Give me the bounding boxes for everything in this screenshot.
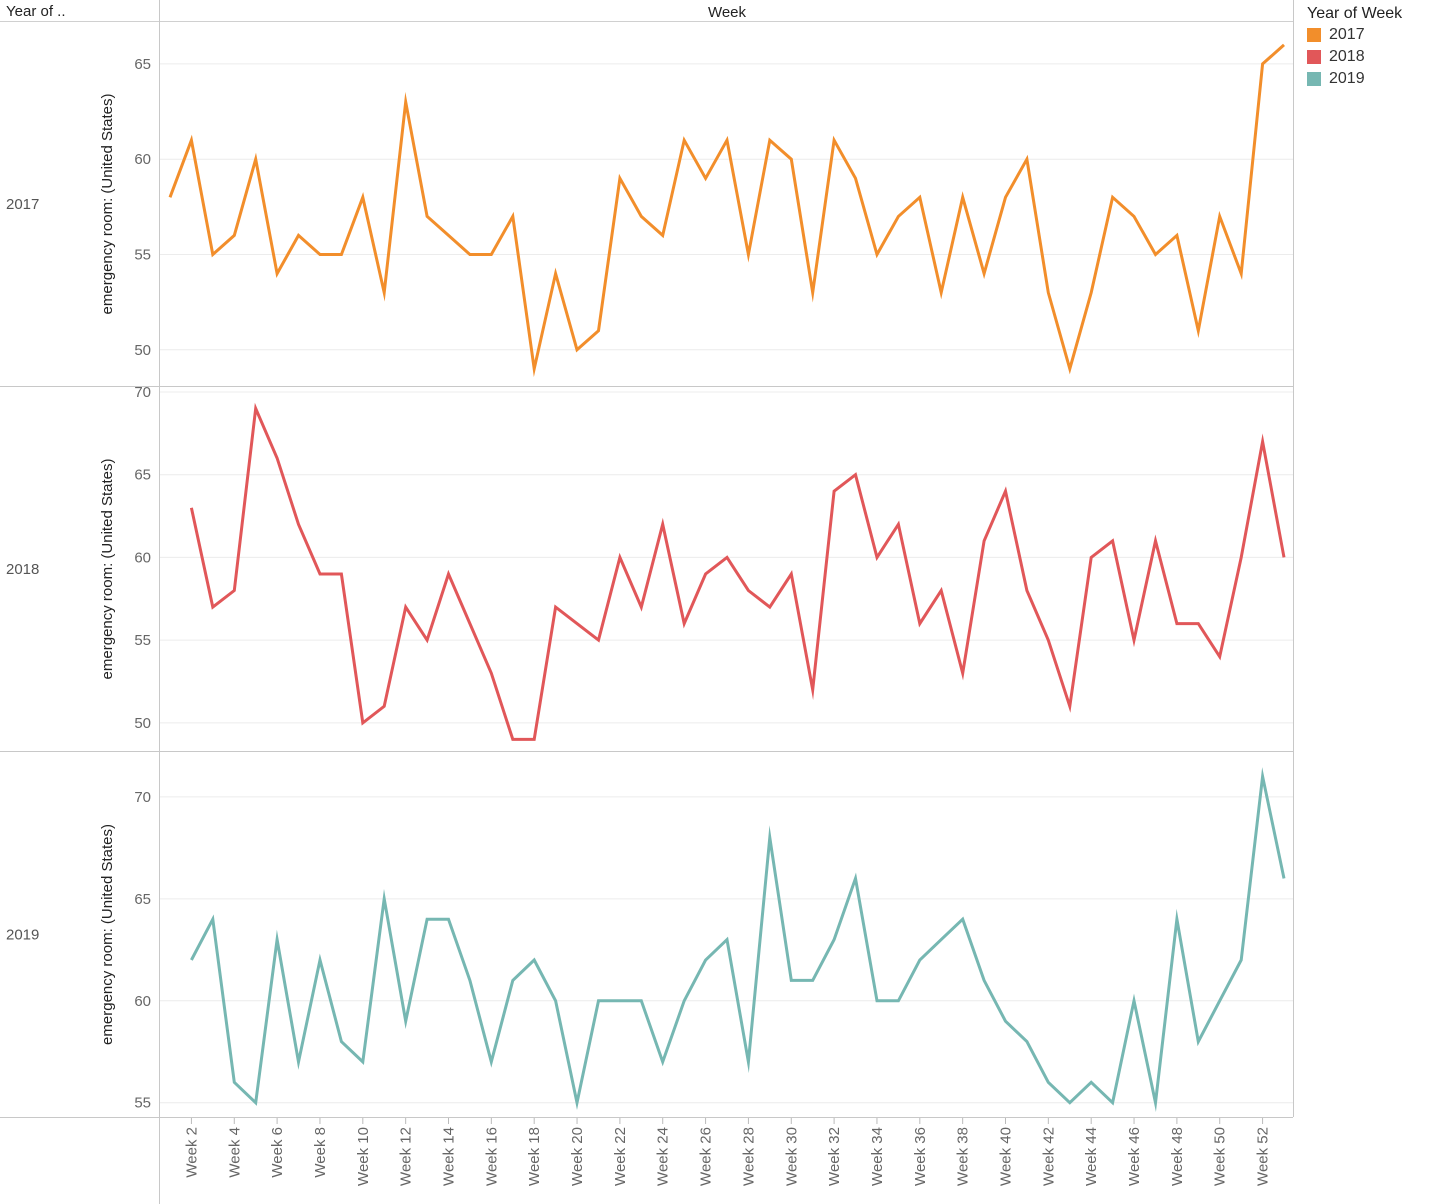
x-tick-label: Week 50 bbox=[1212, 1127, 1229, 1186]
y-tick-label: 50 bbox=[134, 715, 151, 732]
y-tick-label: 70 bbox=[134, 789, 151, 806]
legend-item-2018[interactable]: 2018 bbox=[1307, 46, 1452, 68]
x-tick-label: Week 4 bbox=[226, 1127, 243, 1178]
y-tick-label: 65 bbox=[134, 891, 151, 908]
legend-title: Year of Week bbox=[1307, 5, 1403, 22]
x-tick-label: Week 44 bbox=[1083, 1127, 1100, 1186]
x-tick-label: Week 24 bbox=[655, 1127, 672, 1186]
legend-item-2019[interactable]: 2019 bbox=[1307, 68, 1452, 90]
x-tick-label: Week 10 bbox=[355, 1127, 372, 1186]
row-header: Year of .. bbox=[6, 3, 66, 20]
x-tick-label: Week 28 bbox=[740, 1127, 757, 1186]
series-line-2017 bbox=[168, 43, 1285, 378]
y-tick-label: 55 bbox=[134, 247, 151, 264]
legend-swatch-2017 bbox=[1307, 28, 1321, 42]
x-tick-label: Week 6 bbox=[269, 1127, 286, 1178]
x-tick-label: Week 8 bbox=[312, 1127, 329, 1178]
x-tick-label: Week 38 bbox=[955, 1127, 972, 1186]
x-tick-label: Week 42 bbox=[1040, 1127, 1057, 1186]
x-tick-label: Week 20 bbox=[569, 1127, 586, 1186]
legend-label-2019: 2019 bbox=[1329, 70, 1365, 87]
x-tick-label: Week 40 bbox=[998, 1127, 1015, 1186]
x-tick-label: Week 12 bbox=[398, 1127, 415, 1186]
y-tick-label: 55 bbox=[134, 1095, 151, 1112]
y-tick-label: 65 bbox=[134, 56, 151, 73]
x-tick-label: Week 36 bbox=[912, 1127, 929, 1186]
x-tick-label: Week 32 bbox=[826, 1127, 843, 1186]
y-axis-label: emergency room: (United States) bbox=[99, 824, 116, 1045]
row-label-2018: 2018 bbox=[6, 561, 39, 578]
legend-item-2017[interactable]: 2017 bbox=[1307, 24, 1452, 46]
legend-swatch-2019 bbox=[1307, 72, 1321, 86]
legend-label-2017: 2017 bbox=[1329, 26, 1365, 43]
x-tick-label: Week 26 bbox=[698, 1127, 715, 1186]
series-line-2019 bbox=[190, 767, 1286, 1112]
y-tick-label: 55 bbox=[134, 632, 151, 649]
panel-2017: 50 55 60 65 emergency room: (United States) 2… bbox=[0, 43, 1293, 387]
y-tick-label: 50 bbox=[134, 342, 151, 359]
series-line-2018 bbox=[189, 402, 1286, 741]
panel-2019: 55 60 65 70 emergency room: (United States) 2… bbox=[6, 767, 1293, 1112]
y-tick-label: 70 bbox=[134, 384, 151, 401]
x-tick-label: Week 18 bbox=[526, 1127, 543, 1186]
x-tick-label: Week 14 bbox=[441, 1127, 458, 1186]
y-tick-label: 65 bbox=[134, 467, 151, 484]
legend-label-2018: 2018 bbox=[1329, 48, 1365, 65]
x-tick-label: Week 48 bbox=[1169, 1127, 1186, 1186]
row-label-2017: 2017 bbox=[6, 196, 39, 213]
y-tick-label: 60 bbox=[134, 151, 151, 168]
x-tick-label: Week 52 bbox=[1255, 1127, 1272, 1186]
x-tick-label: Week 30 bbox=[783, 1127, 800, 1186]
row-label-2019: 2019 bbox=[6, 927, 39, 944]
legend: Year of Week 2017 2018 2019 bbox=[1307, 4, 1452, 90]
x-axis: Week 2 Week 4 Week 6 Week 8 Week 10 Week 12 We… bbox=[183, 1118, 1272, 1186]
x-tick-label: Week 2 bbox=[183, 1127, 200, 1178]
x-tick-label: Week 16 bbox=[483, 1127, 500, 1186]
x-tick-label: Week 22 bbox=[612, 1127, 629, 1186]
y-axis-label: emergency room: (United States) bbox=[99, 94, 116, 315]
y-tick-label: 60 bbox=[134, 993, 151, 1010]
column-header: Week bbox=[708, 4, 747, 21]
x-tick-label: Week 46 bbox=[1126, 1127, 1143, 1186]
legend-swatch-2018 bbox=[1307, 50, 1321, 64]
x-tick-label: Week 34 bbox=[869, 1127, 886, 1186]
panel-2018: 50 55 60 65 70 emergency room: (United States… bbox=[0, 384, 1293, 752]
y-axis-label: emergency room: (United States) bbox=[99, 459, 116, 680]
y-tick-label: 60 bbox=[134, 549, 151, 566]
